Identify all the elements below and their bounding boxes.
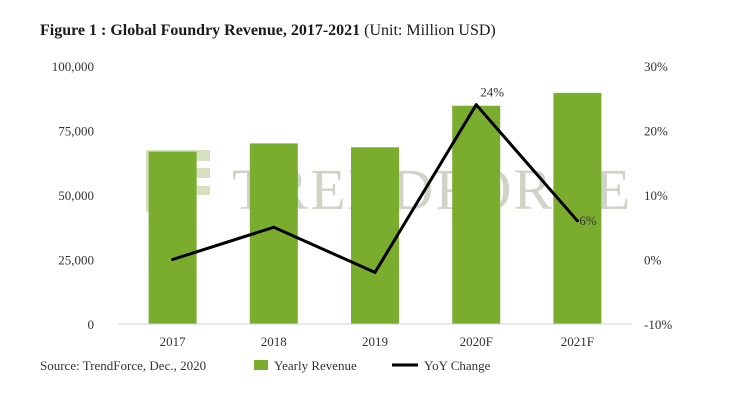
chart-title-block: Figure 1 : Global Foundry Revenue, 2017-… [40,22,496,40]
x-tick-label: 2017 [160,334,187,349]
x-tick-label: 2020F [460,334,493,349]
left-axis: 0 25,000 50,000 75,000 100,000 [52,59,94,332]
left-tick-label: 100,000 [52,59,94,74]
revenue-bar-2017 [148,151,197,324]
yoy-point-2017 [171,258,175,261]
yoy-point-2021f [575,219,579,223]
revenue-bar-2021f [553,92,602,324]
data-label: 24% [480,85,504,100]
chart-title: Figure 1 : Global Foundry Revenue, 2017-… [40,22,361,39]
data-label: 6% [579,213,597,228]
x-tick-label: 2021F [561,334,594,349]
yoy-points [171,103,579,274]
revenue-bar-2019 [351,147,399,324]
revenue-bar-2020f [452,105,501,325]
left-tick-label: 0 [88,317,95,332]
legend: Yearly Revenue YoY Change [254,358,491,373]
bar-series [148,92,602,325]
yoy-point-2020f [474,103,478,107]
x-tick-label: 2018 [261,334,287,349]
legend-label-yoy: YoY Change [424,358,491,373]
right-tick-label: 10% [644,188,668,203]
right-tick-label: 30% [644,59,668,74]
right-tick-label: 20% [644,124,668,139]
right-axis: -10% 0% 10% 20% 30% [644,59,672,332]
source-note: Source: TrendForce, Dec., 2020 [40,358,206,373]
x-tick-label: 2019 [362,334,388,349]
chart-unit: (Unit: Million USD) [364,22,496,39]
yoy-point-2019 [373,270,377,274]
right-tick-label: -10% [644,317,672,332]
yoy-point-2018 [272,225,276,229]
left-tick-label: 75,000 [58,124,94,139]
left-tick-label: 50,000 [58,188,94,203]
legend-swatch-revenue [254,360,268,370]
right-tick-label: 0% [644,253,662,268]
left-tick-label: 25,000 [58,253,94,268]
x-axis-ticks: 2017 2018 2019 2020F 2021F [160,334,594,349]
data-labels: 24% 6% [480,85,597,228]
legend-label-revenue: Yearly Revenue [274,358,357,373]
